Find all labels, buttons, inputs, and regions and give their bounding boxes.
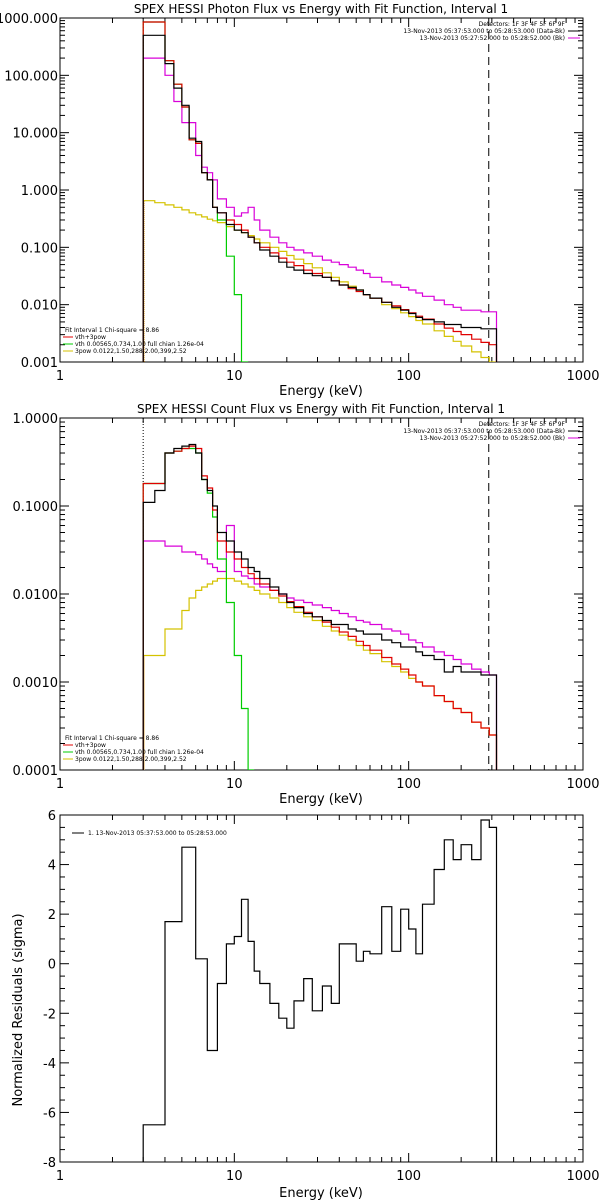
legend-entry: vth 0.00565,0.734,1.00 full chian 1.26e-… xyxy=(75,341,204,348)
x-axis-label: Energy (keV) xyxy=(279,792,363,807)
x-tick-label: 1 xyxy=(56,369,64,384)
series-line-vth xyxy=(142,21,249,362)
legend-entry: vth 0.00565,0.734,1.00 full chian 1.26e-… xyxy=(75,749,204,756)
x-axis-label: Energy (keV) xyxy=(279,1186,363,1200)
series-line-bk xyxy=(142,524,498,770)
y-tick-label: 1.000 xyxy=(21,184,58,199)
y-tick-label: 1.0000 xyxy=(13,412,59,427)
x-tick-label: 1000 xyxy=(566,369,599,384)
y-tick-label: 100.000 xyxy=(4,69,58,84)
y-tick-label: 10.000 xyxy=(13,127,59,142)
y-tick-label: 0 xyxy=(48,958,56,973)
panel-title: SPEX HESSI Count Flux vs Energy with Fit… xyxy=(137,402,505,416)
y-tick-label: -8 xyxy=(43,1156,56,1171)
legend-entry: Detectors: 1F 3F 4F 5F 6F 9F xyxy=(479,21,566,28)
series-line-bk xyxy=(142,57,498,362)
x-tick-label: 10 xyxy=(226,369,243,384)
y-tick-label: 2 xyxy=(48,908,56,923)
y-tick-label: -6 xyxy=(43,1106,56,1121)
x-tick-label: 100 xyxy=(396,777,421,792)
residuals-line xyxy=(142,819,498,1162)
legend-entry: 13-Nov-2013 05:37:53.000 to 05:28:53.000… xyxy=(403,428,565,435)
y-tick-label: 6 xyxy=(48,809,56,824)
y-tick-label: 4 xyxy=(48,859,56,874)
y-tick-label: 0.1000 xyxy=(13,500,59,515)
legend-entry: vth+3pow xyxy=(75,742,106,749)
series-line-3pow xyxy=(142,200,497,362)
series-line-data-bk xyxy=(142,34,498,362)
y-axis-label: Normalized Residuals (sigma) xyxy=(11,913,26,1106)
legend-entry: vth+3pow xyxy=(75,334,106,341)
x-tick-label: 100 xyxy=(396,1169,421,1184)
x-tick-label: 10 xyxy=(226,1169,243,1184)
legend-entry: 1. 13-Nov-2013 05:37:53.000 to 05:28:53.… xyxy=(88,830,227,837)
series-line-vth xyxy=(142,447,255,770)
x-tick-label: 10 xyxy=(226,777,243,792)
series-line-vth-3pow xyxy=(142,445,498,770)
residuals-panel: Normalized Residuals (sigma) Energy (keV… xyxy=(11,809,600,1200)
axes-frame xyxy=(59,417,584,771)
legend-entry: 13-Nov-2013 05:27:52.000 to 05:28:52.000… xyxy=(420,35,565,42)
photon-flux-panel: SPEX HESSI Photon Flux vs Energy with Fi… xyxy=(0,2,600,399)
x-tick-label: 1 xyxy=(56,777,64,792)
y-tick-label: 0.001 xyxy=(21,356,58,371)
series-line-vth-3pow xyxy=(142,21,498,362)
legend-entry: 3pow 0.0122,1.50,288,2.00,399,2.52 xyxy=(75,756,187,763)
x-axis-label: Energy (keV) xyxy=(279,384,363,399)
plot-area: 1 10 100 1000 -8 -6 -4 -2 0 2 4 6 1. 13-Nov-2013 05:… xyxy=(43,809,600,1184)
y-tick-label: 0.0010 xyxy=(13,676,59,691)
plot-area: 1 10 100 1000 0.001 0.010 0.100 1.000 10.000 100.… xyxy=(0,12,600,384)
y-tick-label: 0.100 xyxy=(21,241,58,256)
legend-entry: Detectors: 1F 3F 4F 5F 6F 9F xyxy=(479,421,566,428)
series-line-3pow xyxy=(142,577,498,770)
legend-entry: Fit Interval 1 Chi-square = 8.86 xyxy=(65,735,159,742)
y-tick-label: 0.010 xyxy=(21,299,58,314)
y-tick-label: -4 xyxy=(43,1057,56,1072)
series-line-data-bk xyxy=(142,443,498,770)
plot-area: 1 10 100 1000 0.0001 0.0010 0.0100 0.1000 1.0000… xyxy=(13,412,600,792)
x-tick-label: 1000 xyxy=(566,1169,599,1184)
y-tick-label: 0.0001 xyxy=(13,764,59,779)
count-flux-panel: SPEX HESSI Count Flux vs Energy with Fit… xyxy=(13,402,600,807)
legend-entry: Fit Interval 1 Chi-square = 8.86 xyxy=(65,327,159,334)
y-tick-label: 0.0100 xyxy=(13,588,59,603)
x-tick-label: 100 xyxy=(396,369,421,384)
axes-frame xyxy=(59,814,584,1163)
legend-entry: 13-Nov-2013 05:37:53.000 to 05:28:53.000… xyxy=(403,28,565,35)
panel-title: SPEX HESSI Photon Flux vs Energy with Fi… xyxy=(134,2,508,16)
y-tick-label: 1000.000 xyxy=(0,12,58,27)
legend-entry: 13-Nov-2013 05:27:52.000 to 05:28:52.000… xyxy=(420,435,565,442)
legend-entry: 3pow 0.0122,1.50,288,2.00,399,2.52 xyxy=(75,348,187,355)
axes-frame xyxy=(59,17,584,363)
y-tick-label: -2 xyxy=(43,1007,56,1022)
x-tick-label: 1 xyxy=(56,1169,64,1184)
x-tick-label: 1000 xyxy=(566,777,599,792)
